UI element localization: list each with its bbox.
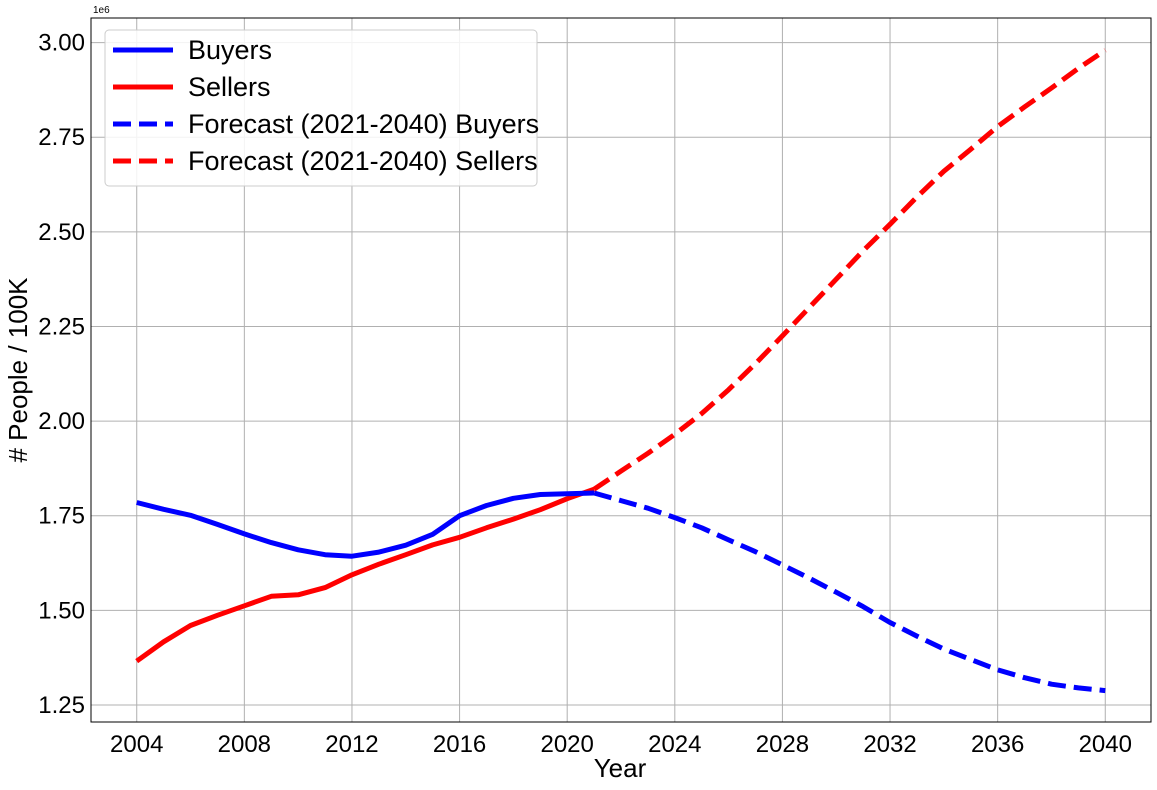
- legend: Buyers Sellers Forecast (2021-2040) Buyers…: [104, 29, 539, 187]
- legend-entry-label: Forecast (2021-2040) Sellers: [188, 146, 538, 176]
- legend-entry-label: Sellers: [188, 72, 271, 102]
- legend-entry-label: Buyers: [188, 35, 272, 65]
- y-tick-label: 2.50: [38, 219, 85, 246]
- y-tick-label: 3.00: [38, 30, 85, 57]
- x-tick-label: 2012: [325, 731, 378, 758]
- y-offset-label: 1e6: [93, 5, 110, 16]
- y-tick-label: 2.25: [38, 313, 85, 340]
- y-tick-label: 1.50: [38, 597, 85, 624]
- x-tick-label: 2016: [433, 731, 486, 758]
- x-tick-label: 2028: [756, 731, 809, 758]
- x-tick-label: 2020: [540, 731, 593, 758]
- legend-entry-label: Forecast (2021-2040) Buyers: [188, 109, 539, 139]
- x-axis-ticks: 2004 2008 2012 2016 2020 2024 2028 2032 2036 2040: [110, 731, 1132, 758]
- x-tick-label: 2004: [110, 731, 163, 758]
- series-line-forecast-2021-2040-buyers: [593, 490, 1106, 694]
- legend-box: [104, 29, 538, 187]
- x-tick-label: 2008: [218, 731, 271, 758]
- x-tick-label: 2036: [971, 731, 1024, 758]
- series-line-sellers: [135, 486, 595, 664]
- plot-frame: [90, 17, 1152, 723]
- series-line-buyers: [136, 490, 595, 559]
- x-tick-label: 2024: [648, 731, 701, 758]
- y-tick-label: 1.75: [38, 503, 85, 530]
- y-tick-label: 1.25: [38, 692, 85, 719]
- x-tick-label: 2040: [1079, 731, 1132, 758]
- y-axis-label: # People / 100K: [3, 277, 33, 463]
- y-tick-label: 2.00: [38, 408, 85, 435]
- series-layer: [135, 48, 1107, 694]
- x-axis-label: Year: [594, 753, 647, 783]
- x-tick-label: 2032: [863, 731, 916, 758]
- series-line-forecast-2021-2040-sellers: [592, 48, 1107, 492]
- y-axis-ticks: 1.25 1.50 1.75 2.00 2.25 2.50 2.75 3.00: [38, 30, 85, 719]
- y-tick-label: 2.75: [38, 124, 85, 151]
